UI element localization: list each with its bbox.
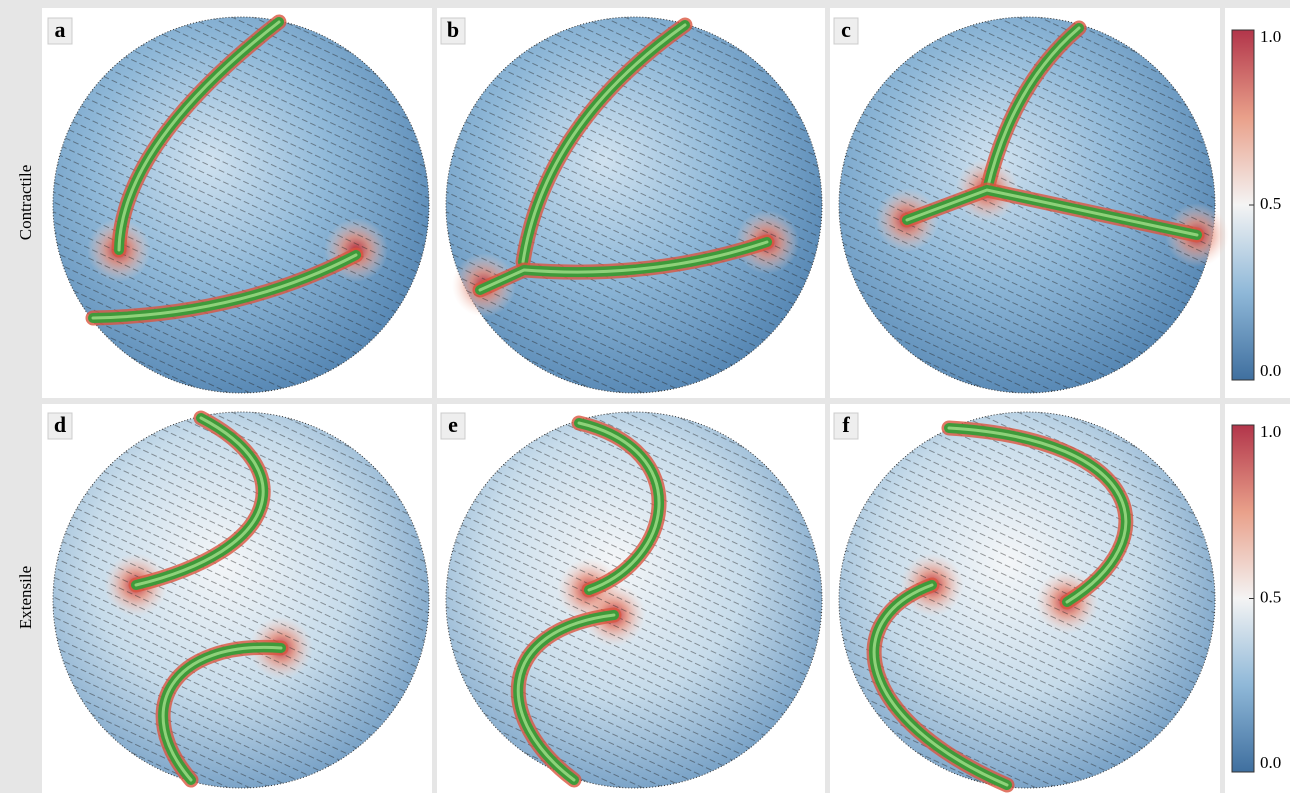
panel	[53, 17, 429, 393]
director-field	[53, 17, 429, 393]
colorbar-tick-label: 0.5	[1260, 587, 1281, 606]
colorbar-tick-label: 1.0	[1260, 422, 1281, 441]
colorbar-tick-label: 1.0	[1260, 27, 1281, 46]
panel	[446, 17, 822, 393]
panel-label: b	[447, 17, 459, 42]
separator	[1220, 8, 1225, 793]
panel	[446, 412, 822, 788]
figure: Contractile Extensile a b c d e f 1.0 0.5 0.0 1.0 0.…	[0, 0, 1290, 793]
panel	[839, 412, 1215, 788]
panel	[53, 412, 429, 788]
panel-label: c	[841, 17, 851, 42]
panel-label: e	[448, 412, 458, 437]
separator	[42, 398, 1290, 404]
director-field	[53, 412, 429, 788]
panel-label: f	[842, 412, 850, 437]
row-label: Contractile	[16, 165, 35, 241]
colorbar-tick-label: 0.0	[1260, 753, 1281, 772]
colorbar-tick-label: 0.5	[1260, 194, 1281, 213]
colorbar-tick-label: 0.0	[1260, 361, 1281, 380]
panel-label: a	[55, 17, 66, 42]
panel-label: d	[54, 412, 66, 437]
director-field	[446, 412, 822, 788]
row-label: Extensile	[16, 566, 35, 629]
